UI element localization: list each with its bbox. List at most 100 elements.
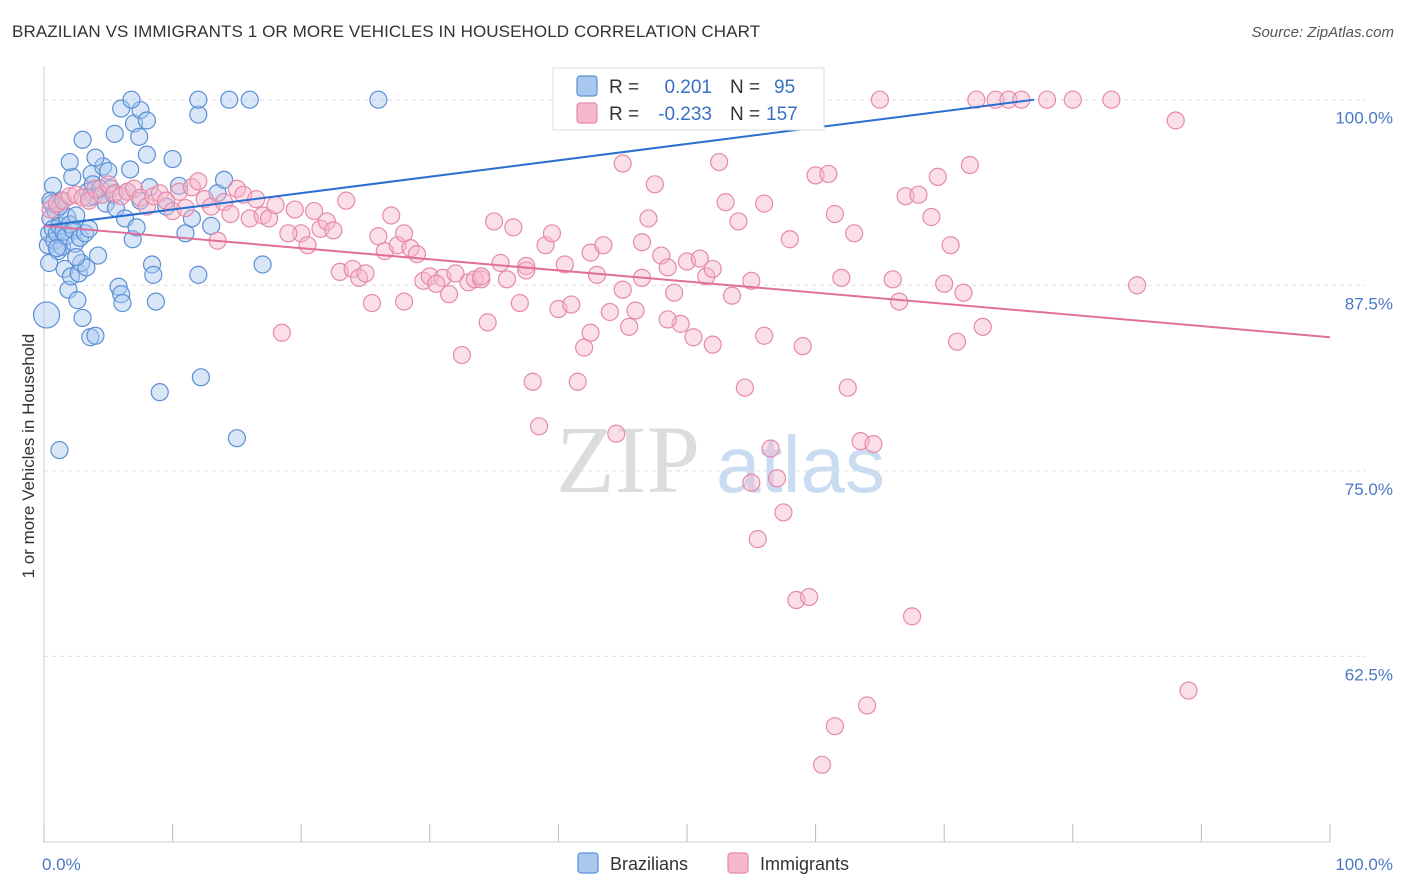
immigrants-point — [857, 696, 877, 715]
grid: 62.5% 75.0% 87.5% 100.0% — [44, 99, 1393, 684]
immigrants-point — [1063, 90, 1082, 109]
brazilians-point — [253, 255, 272, 274]
immigrants-point — [485, 212, 504, 231]
watermark-zip: ZIP — [556, 406, 700, 513]
brazilians-point — [122, 90, 141, 109]
immigrants-point — [761, 439, 780, 458]
immigrants-point — [324, 221, 343, 240]
brazilians-point — [182, 209, 201, 228]
immigrants-point — [600, 302, 619, 322]
legend-n-label-immigrants: N = — [730, 104, 760, 125]
legend-n-label-brazilians: N = — [730, 77, 760, 98]
brazilians-point — [214, 170, 234, 189]
brazilians-point — [220, 90, 239, 109]
immigrants-point — [722, 286, 742, 305]
bottom-legend-swatch-immigrants — [727, 852, 749, 874]
immigrants-point — [427, 274, 446, 293]
immigrants-point — [793, 337, 812, 356]
immigrants-point — [523, 372, 542, 391]
bottom-legend-label-immigrants: Immigrants — [760, 854, 849, 874]
immigrants-point — [337, 191, 356, 210]
immigrants-point — [742, 271, 761, 290]
immigrants-point — [562, 295, 581, 314]
brazilians-point — [150, 383, 169, 402]
immigrants-point — [382, 206, 401, 225]
immigrants-point — [710, 152, 729, 172]
brazilians-point — [163, 149, 182, 169]
x-tick-max: 100.0% — [1335, 855, 1393, 874]
brazilians-point — [59, 280, 78, 299]
brazilians-point — [105, 124, 124, 143]
brazilians-point — [68, 291, 87, 310]
brazilians-point — [189, 90, 208, 109]
brazilians-point — [131, 100, 150, 120]
immigrants-point — [819, 164, 838, 184]
immigrants-point — [446, 264, 465, 283]
immigrants-point — [195, 190, 214, 209]
brazilians-point — [73, 308, 92, 328]
immigrants-point — [755, 194, 774, 213]
immigrants-point — [812, 755, 832, 774]
immigrants-point — [658, 258, 677, 277]
immigrants-point — [221, 204, 240, 224]
brazilians-point — [86, 326, 105, 345]
immigrants-point — [735, 378, 754, 397]
watermark-atlas: atlas — [716, 420, 885, 509]
immigrants-point — [356, 264, 375, 283]
legend-n-value-brazilians: 95 — [774, 77, 795, 98]
immigrants-point — [279, 224, 298, 243]
immigrants-point — [394, 292, 414, 311]
bottom-legend-label-brazilians: Brazilians — [610, 854, 688, 874]
series-legend: Brazilians Immigrants — [577, 852, 849, 874]
brazilians-point — [123, 230, 142, 249]
brazilians-point — [99, 161, 118, 181]
immigrants-point — [864, 435, 883, 454]
immigrants-point — [298, 236, 317, 255]
legend-r-value-brazilians: 0.201 — [664, 77, 712, 98]
immigrants-point — [845, 224, 864, 243]
brazilians-point — [43, 176, 63, 195]
legend-n-value-immigrants: 157 — [766, 104, 798, 125]
immigrants-point — [909, 185, 928, 204]
brazilians-trend-line — [43, 98, 1035, 227]
immigrants-point — [452, 345, 472, 365]
brazilians-point — [47, 239, 66, 258]
legend-r-value-immigrants: -0.233 — [658, 104, 712, 125]
immigrants-point — [510, 293, 529, 313]
immigrants-point — [774, 503, 793, 522]
watermark: ZIP atlas — [556, 406, 885, 513]
immigrants-point — [973, 317, 992, 336]
brazilians-point — [144, 265, 163, 284]
immigrants-points — [41, 90, 1198, 774]
immigrants-point — [729, 212, 748, 231]
immigrants-point — [1102, 90, 1121, 109]
immigrants-point — [645, 175, 664, 194]
brazilians-point — [140, 178, 159, 197]
immigrants-point — [684, 328, 703, 347]
immigrants-point — [767, 469, 787, 488]
immigrants-point — [632, 233, 652, 252]
immigrants-point — [304, 201, 324, 221]
immigrants-point — [150, 184, 169, 203]
immigrants-point — [1179, 681, 1198, 700]
immigrants-point — [941, 236, 960, 255]
immigrants-point — [317, 212, 337, 231]
immigrants-point — [472, 267, 491, 286]
brazilians-point — [63, 167, 82, 186]
immigrants-point — [266, 196, 285, 215]
immigrants-point — [613, 154, 632, 173]
immigrants-point — [935, 274, 954, 293]
immigrants-point — [407, 244, 427, 264]
immigrants-point — [497, 270, 517, 289]
brazilians-point — [32, 301, 61, 329]
immigrants-point — [189, 172, 208, 191]
immigrants-point — [1166, 111, 1185, 130]
brazilians-point — [146, 292, 165, 311]
brazilians-point — [60, 152, 79, 172]
immigrants-point — [568, 372, 587, 391]
immigrants-point — [883, 270, 902, 289]
immigrants-point — [607, 424, 626, 443]
immigrants-point — [124, 179, 144, 198]
legend-r-label-immigrants: R = — [609, 104, 639, 125]
y-tick-label: 62.5% — [1345, 665, 1393, 684]
